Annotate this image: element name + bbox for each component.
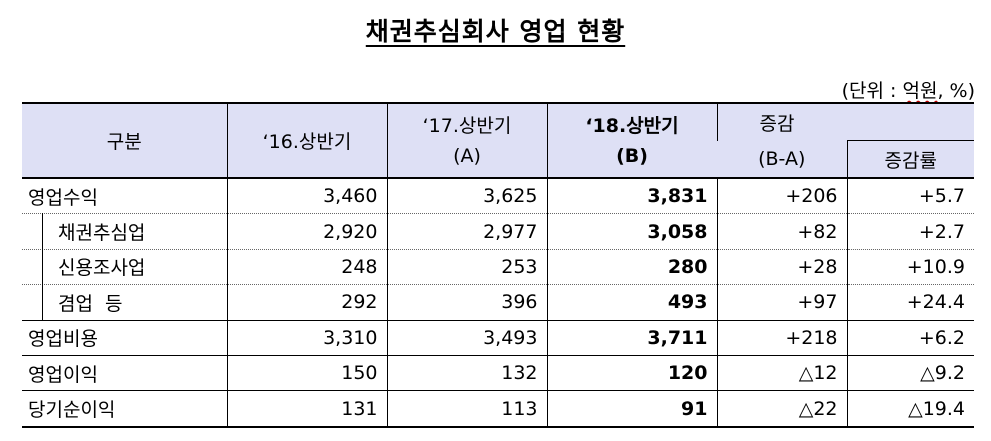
cell-2016h1: 248 <box>226 248 387 285</box>
header-2018h1-code: (B) <box>616 144 648 167</box>
cell-2018h1: 493 <box>546 284 717 321</box>
header-2017h1-code: (A) <box>453 144 481 167</box>
row-label: 겸업 등 <box>22 284 227 322</box>
cell-2017h1: 113 <box>386 390 547 428</box>
cell-rate: △9.2 <box>846 354 974 391</box>
cell-2018h1: 3,831 <box>546 177 717 214</box>
table-row: 채권추심업 2,920 2,977 3,058 +82 +2.7 <box>22 213 974 251</box>
row-label: 채권추심업 <box>22 213 227 251</box>
row-label: 영업수익 <box>22 177 227 214</box>
cell-change: +82 <box>716 213 847 250</box>
cell-2017h1: 132 <box>386 354 547 391</box>
cell-2017h1: 3,625 <box>386 177 547 214</box>
cell-2017h1: 2,977 <box>386 213 547 250</box>
cell-2016h1: 131 <box>226 390 387 428</box>
cell-2016h1: 3,460 <box>226 177 387 214</box>
cell-2016h1: 150 <box>226 354 387 391</box>
cell-2018h1: 120 <box>546 354 717 391</box>
unit-prefix: (단위 : <box>841 80 903 102</box>
header-2018h1-label: ‘18.상반기 <box>585 114 679 137</box>
table-row: 신용조사업 248 253 280 +28 +10.9 <box>22 248 974 287</box>
cell-rate: +5.7 <box>846 177 974 214</box>
cell-2017h1: 3,493 <box>386 319 547 356</box>
cell-rate: +24.4 <box>846 284 974 321</box>
cell-change: +97 <box>716 284 847 321</box>
cell-2017h1: 253 <box>386 248 547 285</box>
cell-change: +206 <box>716 177 847 214</box>
operating-status-table: 구분 ‘16.상반기 ‘17.상반기 (A) ‘18.상반기 (B) 증감 (B… <box>22 102 974 428</box>
cell-2018h1: 280 <box>546 248 717 285</box>
cell-rate: △19.4 <box>846 390 974 428</box>
header-change-rate: 증감률 <box>846 140 974 178</box>
table-row: 영업비용 3,310 3,493 3,711 +218 +6.2 <box>22 319 974 356</box>
cell-2018h1: 3,711 <box>546 319 717 356</box>
cell-2018h1: 3,058 <box>546 213 717 250</box>
cell-2018h1: 91 <box>546 390 717 428</box>
cell-2016h1: 292 <box>226 284 387 321</box>
cell-rate: +6.2 <box>846 319 974 356</box>
row-label: 신용조사업 <box>22 248 227 287</box>
cell-2017h1: 396 <box>386 284 547 321</box>
row-label: 영업이익 <box>22 354 227 391</box>
row-label: 영업비용 <box>22 319 227 356</box>
unit-note: (단위 : 억원, %) <box>842 76 975 103</box>
header-category: 구분 <box>22 102 227 178</box>
header-change: 증감 <box>716 102 974 141</box>
cell-rate: +2.7 <box>846 213 974 250</box>
cell-change: +28 <box>716 248 847 285</box>
header-2016h1: ‘16.상반기 <box>226 102 387 178</box>
table-row: 당기순이익 131 113 91 △22 △19.4 <box>22 390 974 428</box>
unit-suffix: , %) <box>937 80 975 102</box>
cell-change: +218 <box>716 319 847 356</box>
cell-2016h1: 3,310 <box>226 319 387 356</box>
row-label: 당기순이익 <box>22 390 227 428</box>
unit-word: 억원 <box>902 80 938 102</box>
table-row: 영업이익 150 132 120 △12 △9.2 <box>22 354 974 391</box>
document-title: 채권추심회사 영업 현황 <box>365 17 626 46</box>
cell-change: △12 <box>716 354 847 391</box>
table-row: 영업수익 3,460 3,625 3,831 +206 +5.7 <box>22 177 974 214</box>
cell-2016h1: 2,920 <box>226 213 387 250</box>
table-row: 겸업 등 292 396 493 +97 +24.4 <box>22 284 974 322</box>
cell-change: △22 <box>716 390 847 428</box>
header-change-formula: (B-A) <box>717 140 847 178</box>
cell-rate: +10.9 <box>846 248 974 285</box>
header-2017h1: ‘17.상반기 (A) <box>386 102 547 178</box>
header-2018h1: ‘18.상반기 (B) <box>546 102 717 178</box>
header-2017h1-label: ‘17.상반기 <box>422 114 512 137</box>
